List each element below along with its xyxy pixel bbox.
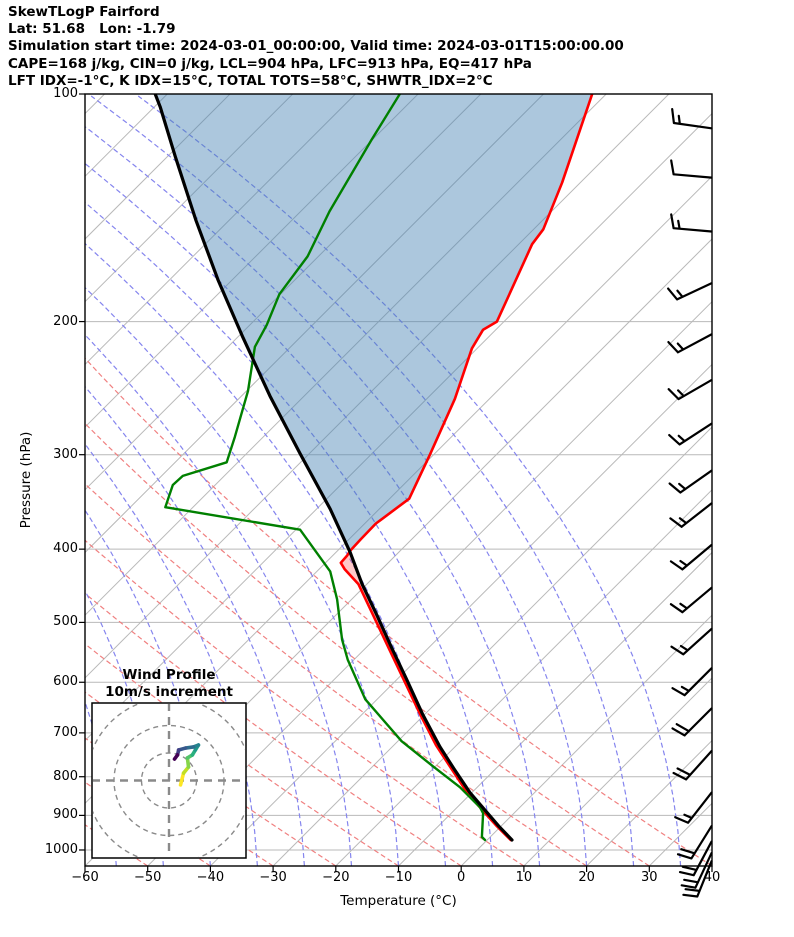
moist-adiabat-line — [85, 162, 541, 866]
moist-adiabat-line — [90, 95, 635, 866]
y-tick-label: 200 — [53, 313, 78, 329]
wind-barb — [671, 707, 713, 737]
x-tick-label: 40 — [703, 870, 721, 885]
moist-adiabat-line — [85, 385, 305, 866]
header-cape-line: CAPE=168 j/kg, CIN=0 j/kg, LCL=904 hPa, … — [8, 55, 532, 72]
isotherm-line — [85, 94, 607, 616]
x-tick-label: −20 — [322, 870, 350, 885]
y-tick-label: 400 — [53, 541, 78, 557]
y-tick-label: 800 — [53, 768, 78, 784]
moist-adiabat-line — [85, 125, 588, 866]
x-tick-label: −60 — [71, 870, 99, 885]
isotherm-line — [586, 739, 712, 866]
hodograph-title: Wind Profile — [122, 667, 216, 683]
figure-header: SkewTLogP Fairford Lat: 51.68 Lon: -1.79… — [8, 4, 624, 90]
wind-barb — [670, 159, 713, 179]
x-tick-label: −10 — [384, 870, 413, 885]
wind-barb — [671, 108, 713, 130]
isotherm-line — [85, 94, 231, 240]
dry-adiabat-line — [85, 592, 462, 866]
hodograph-ring — [140, 752, 198, 809]
header-index-line: LFT IDX=-1°C, K IDX=15°C, TOTAL TOTS=58°… — [8, 72, 493, 89]
wind-barb — [668, 422, 713, 446]
isotherm-line — [272, 426, 712, 866]
isotherm-line — [85, 94, 419, 428]
moist-adiabat-line — [85, 334, 353, 866]
x-tick-label: −30 — [259, 870, 287, 885]
isotherm-line — [85, 94, 670, 679]
negative-area-fill — [155, 94, 593, 553]
isotherm-line — [85, 94, 105, 115]
x-axis-label: Temperature (°C) — [340, 893, 457, 909]
y-tick-label: 700 — [53, 724, 78, 740]
hodograph-ring — [113, 724, 225, 837]
isotherm-line — [85, 94, 356, 366]
isotherm-line — [85, 94, 544, 554]
wind-barb — [669, 543, 713, 571]
moist-adiabat-line — [137, 95, 682, 866]
wind-barb — [678, 840, 713, 877]
dry-adiabat-line — [85, 422, 650, 866]
hodograph-trace-segment — [178, 771, 186, 787]
wind-barb — [667, 282, 713, 301]
wind-barb — [669, 502, 713, 528]
wind-barb — [668, 469, 713, 494]
wind-barb — [672, 750, 713, 781]
wind-barb — [670, 213, 713, 233]
moist-adiabat-line — [85, 286, 400, 866]
wind-barb — [667, 379, 713, 401]
y-tick-label: 600 — [53, 674, 78, 690]
y-tick-label: 1000 — [44, 841, 78, 857]
x-tick-label: −50 — [133, 870, 162, 885]
x-tick-label: 0 — [457, 870, 466, 885]
isotherm-line — [85, 112, 712, 742]
isotherm-line — [147, 300, 712, 866]
y-axis-label: Pressure (hPa) — [18, 431, 34, 529]
isotherm-line — [523, 677, 712, 866]
dry-adiabat-line — [85, 357, 712, 866]
dewpoint-curve — [164, 94, 487, 842]
wind-barb — [674, 791, 713, 824]
isotherm-line — [210, 363, 712, 866]
x-tick-label: 10 — [515, 870, 533, 885]
x-tick-label: −40 — [196, 870, 225, 885]
x-tick-label: 20 — [578, 870, 595, 885]
y-tick-label: 300 — [53, 446, 78, 462]
y-tick-label: 900 — [53, 807, 78, 823]
isotherm-line — [398, 551, 712, 866]
y-tick-label: 100 — [53, 86, 78, 101]
wind-barb — [682, 860, 713, 898]
isotherm-line — [335, 489, 712, 866]
dry-adiabat-line — [85, 865, 86, 866]
isotherm-line — [648, 802, 712, 866]
x-tick-label: 30 — [641, 870, 658, 885]
wind-barb — [671, 667, 713, 697]
wind-barb — [680, 852, 713, 889]
wind-barb — [667, 333, 713, 354]
hodograph-subtitle: 10m/s increment — [105, 684, 233, 700]
isotherm-line — [711, 865, 712, 866]
parcel-curve — [153, 94, 514, 842]
moist-adiabat-line — [85, 242, 447, 866]
wind-barb — [670, 627, 713, 656]
y-tick-label: 500 — [53, 614, 78, 630]
dry-adiabat-line — [85, 539, 525, 866]
wind-barbs — [667, 108, 713, 898]
header-latlon: Lat: 51.68 Lon: -1.79 — [8, 21, 176, 38]
cape-area-fill — [340, 550, 512, 840]
hodograph-inset — [91, 702, 247, 859]
isotherm-line — [85, 94, 482, 491]
moist-adiabat-line — [85, 201, 494, 866]
header-times: Simulation start time: 2024-03-01_00:00:… — [8, 38, 624, 55]
hodograph-trace-segment — [172, 753, 180, 761]
isotherm-line — [460, 614, 712, 866]
wind-barb — [676, 825, 713, 860]
isotherm-line — [85, 94, 294, 303]
wind-barb — [669, 586, 713, 614]
figure-title: SkewTLogP Fairford — [8, 4, 160, 20]
moist-adiabat-line — [0, 96, 69, 866]
